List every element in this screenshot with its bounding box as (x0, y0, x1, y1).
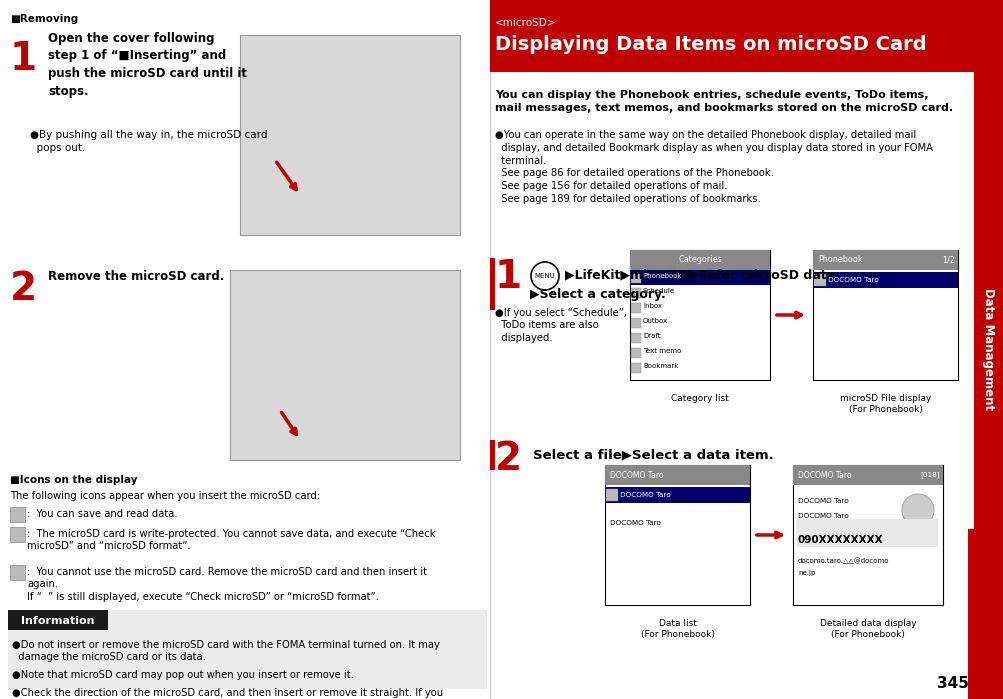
Text: Data Management: Data Management (982, 289, 995, 410)
FancyBboxPatch shape (973, 0, 1003, 699)
Circle shape (901, 494, 933, 526)
Text: Displaying Data Items on microSD Card: Displaying Data Items on microSD Card (494, 35, 926, 54)
FancyBboxPatch shape (230, 270, 459, 460)
FancyBboxPatch shape (10, 527, 25, 542)
Text: Detailed data display
(For Phonebook): Detailed data display (For Phonebook) (818, 619, 916, 639)
FancyBboxPatch shape (792, 465, 942, 485)
FancyBboxPatch shape (605, 465, 749, 485)
FancyBboxPatch shape (8, 610, 486, 689)
Text: Text memo: Text memo (642, 348, 681, 354)
Text: ●By pushing all the way in, the microSD card
  pops out.: ●By pushing all the way in, the microSD … (30, 130, 267, 153)
Text: 2: 2 (10, 270, 37, 308)
FancyBboxPatch shape (795, 519, 937, 547)
Text: ●Check the direction of the microSD card, and then insert or remove it straight.: ●Check the direction of the microSD card… (12, 688, 442, 699)
Text: [018]: [018] (920, 472, 939, 478)
Text: DOCOMO Taro: DOCOMO Taro (620, 492, 670, 498)
FancyBboxPatch shape (630, 288, 640, 298)
Text: MENU: MENU (534, 273, 555, 279)
FancyBboxPatch shape (967, 529, 973, 699)
FancyBboxPatch shape (629, 250, 769, 380)
Text: The following icons appear when you insert the microSD card:: The following icons appear when you inse… (10, 491, 320, 501)
Text: Data list
(For Phonebook): Data list (For Phonebook) (640, 619, 714, 639)
FancyBboxPatch shape (605, 465, 749, 605)
Text: DOCOMO Taro: DOCOMO Taro (797, 470, 851, 480)
Text: Bookmark: Bookmark (642, 363, 678, 369)
FancyBboxPatch shape (630, 363, 640, 373)
FancyBboxPatch shape (630, 333, 640, 343)
Text: 1: 1 (494, 258, 522, 296)
FancyBboxPatch shape (792, 465, 942, 605)
Text: 2: 2 (494, 440, 522, 478)
Text: Category list: Category list (670, 394, 728, 403)
FancyBboxPatch shape (812, 250, 957, 270)
FancyBboxPatch shape (812, 250, 957, 380)
Text: DOCOMO Taro: DOCOMO Taro (797, 513, 848, 519)
Text: 1: 1 (10, 40, 37, 78)
Text: Schedule: Schedule (642, 288, 674, 294)
FancyBboxPatch shape (630, 303, 640, 313)
Text: Categories: Categories (677, 256, 721, 264)
Text: ●Note that microSD card may pop out when you insert or remove it.: ●Note that microSD card may pop out when… (12, 670, 353, 680)
Text: Inbox: Inbox (642, 303, 661, 309)
FancyBboxPatch shape (630, 318, 640, 328)
Text: ne.jp: ne.jp (797, 570, 814, 576)
Text: 1/2: 1/2 (941, 256, 954, 264)
Text: :  The microSD card is write-protected. You cannot save data, and execute “Check: : The microSD card is write-protected. Y… (27, 529, 435, 552)
FancyBboxPatch shape (630, 348, 640, 358)
FancyBboxPatch shape (812, 272, 957, 288)
Text: ●If you select “Schedule”,
  ToDo items are also
  displayed.: ●If you select “Schedule”, ToDo items ar… (494, 308, 627, 343)
FancyBboxPatch shape (605, 487, 749, 503)
FancyBboxPatch shape (10, 507, 25, 522)
FancyBboxPatch shape (489, 440, 494, 470)
Text: :  You can save and read data.: : You can save and read data. (27, 509, 178, 519)
Text: Remove the microSD card.: Remove the microSD card. (48, 270, 224, 283)
Text: Open the cover following
step 1 of “■Inserting” and
push the microSD card until : Open the cover following step 1 of “■Ins… (48, 32, 247, 97)
FancyBboxPatch shape (629, 270, 769, 285)
Text: ■Removing: ■Removing (10, 14, 78, 24)
FancyBboxPatch shape (489, 0, 973, 72)
Text: ●You can operate in the same way on the detailed Phonebook display, detailed mai: ●You can operate in the same way on the … (494, 130, 932, 204)
Text: Phonebook: Phonebook (817, 256, 862, 264)
Text: Outbox: Outbox (642, 318, 667, 324)
Text: ●Do not insert or remove the microSD card with the FOMA terminal turned on. It m: ●Do not insert or remove the microSD car… (12, 640, 439, 663)
FancyBboxPatch shape (813, 274, 825, 286)
Text: Draft: Draft (642, 333, 660, 339)
Text: :  You cannot use the microSD card. Remove the microSD card and then insert it
a: : You cannot use the microSD card. Remov… (27, 567, 426, 602)
Text: DOCOMO Taro: DOCOMO Taro (797, 498, 848, 504)
Text: microSD File display
(For Phonebook): microSD File display (For Phonebook) (839, 394, 930, 414)
Text: 090XXXXXXXX: 090XXXXXXXX (797, 535, 883, 545)
Text: Select a file▶Select a data item.: Select a file▶Select a data item. (533, 448, 773, 461)
Text: ■Icons on the display: ■Icons on the display (10, 475, 137, 485)
Text: docomo.taro.△△@docomo: docomo.taro.△△@docomo (797, 557, 889, 563)
FancyBboxPatch shape (606, 489, 618, 501)
Text: Phonebook: Phonebook (642, 273, 681, 279)
Text: <microSD>: <microSD> (494, 18, 556, 28)
Text: ▶Select a category.: ▶Select a category. (530, 288, 665, 301)
FancyBboxPatch shape (629, 250, 769, 270)
FancyBboxPatch shape (489, 258, 494, 310)
Text: You can display the Phonebook entries, schedule events, ToDo items,
mail message: You can display the Phonebook entries, s… (494, 90, 952, 113)
FancyBboxPatch shape (630, 273, 640, 283)
Text: ▶LifeKit▶microSD▶Refer microSD data: ▶LifeKit▶microSD▶Refer microSD data (565, 268, 834, 281)
Text: DOCOMO Taro: DOCOMO Taro (610, 470, 663, 480)
Text: Information: Information (21, 616, 94, 626)
Text: DOCOMO Taro: DOCOMO Taro (610, 520, 660, 526)
FancyBboxPatch shape (10, 565, 25, 580)
FancyBboxPatch shape (240, 35, 459, 235)
Text: DOCOMO Taro: DOCOMO Taro (827, 277, 878, 283)
Text: 345: 345 (936, 676, 968, 691)
FancyBboxPatch shape (8, 610, 108, 630)
